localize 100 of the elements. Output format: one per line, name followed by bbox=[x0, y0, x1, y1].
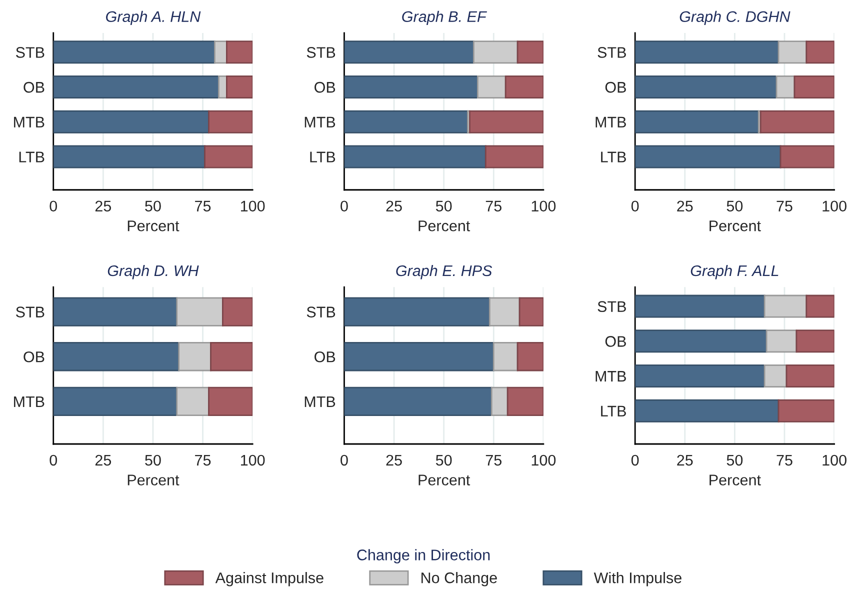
chart-title: Graph B. EF bbox=[402, 10, 487, 26]
x-tick-label: 100 bbox=[241, 454, 265, 466]
bar bbox=[477, 76, 506, 99]
x-tick-label: 50 bbox=[726, 454, 743, 466]
bar bbox=[469, 110, 544, 134]
chart-title: Graph A. HLN bbox=[106, 10, 201, 26]
bar bbox=[518, 297, 544, 326]
bar bbox=[344, 297, 490, 326]
x-tick-label: 0 bbox=[340, 200, 348, 212]
legend-label: With Impulse bbox=[594, 572, 682, 586]
bar bbox=[492, 342, 518, 372]
bar bbox=[504, 76, 544, 99]
x-tick-label: 100 bbox=[822, 200, 846, 212]
x-tick-label: 75 bbox=[486, 454, 502, 466]
bar bbox=[344, 342, 494, 372]
bar bbox=[778, 40, 808, 64]
bar bbox=[635, 76, 778, 99]
bar bbox=[764, 364, 788, 388]
y-tick-label: LTB bbox=[601, 152, 626, 162]
y-tick-label: STB bbox=[598, 47, 626, 58]
x-tick-label: 50 bbox=[145, 200, 161, 212]
bar bbox=[53, 297, 178, 326]
x-tick-label: 0 bbox=[340, 454, 348, 466]
bar bbox=[344, 110, 468, 134]
x-tick-label: 0 bbox=[631, 200, 639, 212]
bar bbox=[488, 297, 520, 326]
bar bbox=[635, 294, 766, 318]
bar bbox=[764, 294, 808, 318]
bar bbox=[214, 40, 228, 64]
bar bbox=[53, 40, 216, 64]
x-tick-label: 25 bbox=[677, 454, 693, 466]
x-axis-title: Percent bbox=[710, 474, 761, 486]
y-tick-label: STB bbox=[306, 47, 336, 58]
x-tick-label: 75 bbox=[486, 200, 502, 212]
bar bbox=[344, 40, 474, 64]
chart-title: Graph F. ALL bbox=[690, 264, 778, 280]
bar bbox=[778, 399, 834, 422]
bar bbox=[226, 40, 253, 64]
bar bbox=[780, 145, 834, 168]
x-tick-label: 25 bbox=[95, 454, 112, 466]
bar bbox=[53, 76, 220, 99]
bar bbox=[53, 342, 180, 372]
x-tick-label: 100 bbox=[822, 454, 846, 466]
y-tick-label: MTB bbox=[304, 116, 336, 128]
y-tick-label: OB bbox=[605, 336, 626, 347]
y-tick-label: STB bbox=[16, 47, 44, 58]
legend-label: Against Impulse bbox=[215, 572, 324, 586]
bar bbox=[806, 40, 834, 64]
bar bbox=[635, 145, 782, 168]
x-tick-label: 50 bbox=[145, 454, 161, 466]
chart-title: Graph E. HPS bbox=[396, 264, 492, 280]
x-tick-label: 25 bbox=[677, 200, 693, 212]
bar bbox=[766, 330, 798, 353]
bar bbox=[344, 145, 486, 168]
bar bbox=[208, 110, 253, 134]
bar bbox=[786, 364, 834, 388]
bar bbox=[53, 386, 178, 416]
bar bbox=[226, 76, 253, 99]
y-tick-label: LTB bbox=[19, 152, 44, 162]
y-tick-label: STB bbox=[598, 301, 626, 312]
bar bbox=[208, 386, 253, 416]
bar bbox=[53, 145, 206, 168]
x-tick-label: 0 bbox=[50, 200, 58, 212]
bar bbox=[484, 145, 544, 168]
y-tick-label: OB bbox=[605, 82, 626, 93]
y-tick-label: MTB bbox=[596, 116, 626, 128]
bar bbox=[806, 294, 834, 318]
x-tick-label: 0 bbox=[631, 454, 639, 466]
y-tick-label: MTB bbox=[14, 116, 44, 128]
x-tick-label: 75 bbox=[195, 200, 211, 212]
bar bbox=[516, 40, 544, 64]
x-tick-label: 100 bbox=[532, 200, 556, 212]
bar bbox=[635, 330, 768, 353]
bar bbox=[176, 386, 210, 416]
x-tick-label: 50 bbox=[726, 200, 743, 212]
chart-title: Graph D. WH bbox=[108, 264, 199, 280]
x-axis-title: Percent bbox=[418, 220, 470, 232]
y-tick-label: STB bbox=[306, 306, 336, 318]
bar bbox=[760, 110, 834, 134]
x-axis-title: Percent bbox=[710, 220, 761, 232]
x-tick-label: 25 bbox=[386, 200, 402, 212]
x-tick-label: 75 bbox=[776, 200, 792, 212]
y-tick-label: LTB bbox=[310, 152, 336, 162]
y-tick-label: OB bbox=[314, 351, 336, 362]
bar bbox=[794, 76, 834, 99]
y-tick-label: STB bbox=[16, 306, 44, 318]
bar bbox=[176, 297, 224, 326]
chart-title: Graph C. DGHN bbox=[680, 10, 790, 26]
x-axis-title: Percent bbox=[128, 220, 180, 232]
x-tick-label: 50 bbox=[436, 454, 452, 466]
bar bbox=[473, 40, 518, 64]
bar bbox=[776, 76, 796, 99]
x-tick-label: 50 bbox=[436, 200, 452, 212]
bar bbox=[635, 110, 760, 134]
y-tick-label: MTB bbox=[304, 396, 336, 407]
x-tick-label: 0 bbox=[50, 454, 58, 466]
x-tick-label: 75 bbox=[776, 454, 792, 466]
y-tick-label: MTB bbox=[14, 396, 44, 407]
y-tick-label: MTB bbox=[596, 371, 626, 382]
bar bbox=[635, 40, 780, 64]
